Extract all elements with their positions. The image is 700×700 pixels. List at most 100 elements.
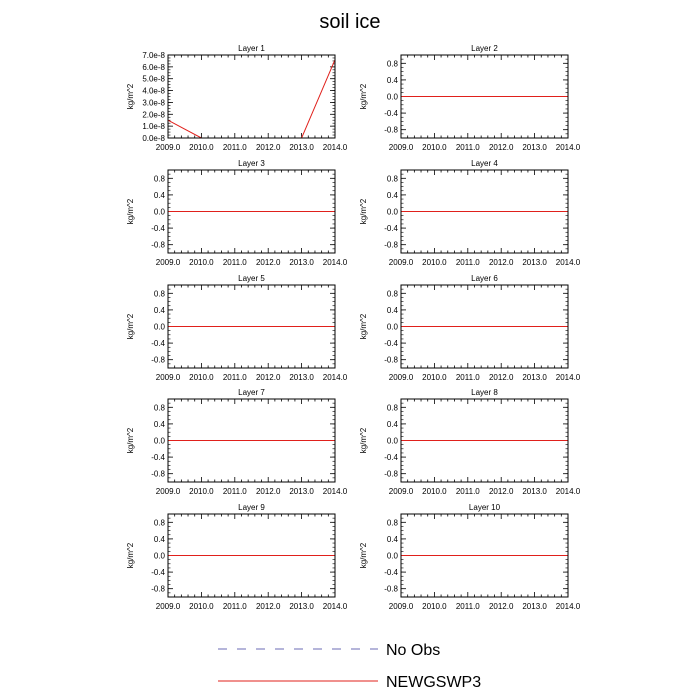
y-tick-label: 0.8 (387, 518, 399, 527)
plot-frame (400, 169, 569, 254)
x-tick-label: 2009.0 (389, 143, 414, 152)
y-tick-label: 0.8 (154, 403, 166, 412)
panel-title: Layer 7 (238, 388, 265, 397)
panel-layer-6: Layer 6 kg/m^2 2009.0 2010.0 2011.0 2012.0 201… (359, 274, 581, 382)
y-tick-label: -0.4 (384, 453, 398, 462)
x-tick-label: 2014.0 (323, 143, 348, 152)
y-tick-label: 6.0e-8 (142, 63, 165, 72)
y-tick-label: 0.8 (387, 289, 399, 298)
y-tick-label: -0.4 (384, 339, 398, 348)
x-tick-label: 2010.0 (189, 487, 214, 496)
y-tick-label: 0.4 (154, 306, 166, 315)
y-tick-label: 0.0 (387, 323, 399, 332)
x-tick-label: 2012.0 (489, 258, 514, 267)
y-tick-label: 0.0 (387, 93, 399, 102)
legend-label: NEWGSWP3 (386, 674, 481, 691)
legend: No Obs NEWGSWP3 (218, 642, 481, 691)
x-tick-label: 2014.0 (323, 373, 348, 382)
y-tick-label: -0.8 (384, 241, 398, 250)
y-tick-label: -0.8 (151, 241, 165, 250)
x-tick-label: 2012.0 (256, 487, 281, 496)
y-tick-label: -0.4 (151, 224, 165, 233)
y-axis-label: kg/m^2 (359, 542, 368, 568)
y-tick-label: 2.0e-8 (142, 110, 165, 119)
x-tick-label: 2009.0 (389, 373, 414, 382)
y-tick-label: 0.0 (387, 208, 399, 217)
x-tick-label: 2012.0 (489, 373, 514, 382)
x-tick-label: 2009.0 (156, 373, 181, 382)
y-tick-label: -0.8 (151, 356, 165, 365)
panel-title: Layer 2 (471, 44, 498, 53)
x-tick-label: 2014.0 (556, 602, 581, 611)
y-tick-label: 0.0 (387, 437, 399, 446)
x-tick-label: 2011.0 (223, 143, 247, 152)
x-tick-label: 2014.0 (323, 602, 348, 611)
x-tick-label: 2009.0 (156, 143, 181, 152)
y-axis-label: kg/m^2 (126, 83, 135, 109)
y-tick-label: 0.0 (154, 208, 166, 217)
x-tick-label: 2014.0 (556, 258, 581, 267)
y-tick-label: 5.0e-8 (142, 75, 165, 84)
x-tick-label: 2012.0 (256, 143, 281, 152)
y-tick-label: 4.0e-8 (142, 87, 165, 96)
y-tick-label: -0.4 (384, 224, 398, 233)
y-tick-label: -0.4 (384, 109, 398, 118)
plot-frame (167, 513, 336, 598)
plot-frame (400, 513, 569, 598)
panels-group: Layer 1 kg/m^2 2009.0 2010.0 2011.0 2012.0 201… (126, 44, 581, 611)
x-tick-label: 2012.0 (256, 602, 281, 611)
panel-title: Layer 10 (469, 503, 501, 512)
x-tick-label: 2014.0 (323, 487, 348, 496)
x-tick-label: 2013.0 (522, 602, 547, 611)
x-tick-label: 2010.0 (422, 373, 447, 382)
y-axis-label: kg/m^2 (359, 198, 368, 224)
y-tick-label: 0.4 (154, 191, 166, 200)
panel-title: Layer 5 (238, 274, 265, 283)
panel-title: Layer 4 (471, 159, 498, 168)
x-tick-label: 2009.0 (156, 258, 181, 267)
x-tick-label: 2013.0 (522, 143, 547, 152)
y-axis-label: kg/m^2 (126, 313, 135, 339)
y-axis-label: kg/m^2 (359, 313, 368, 339)
plot-frame (400, 398, 569, 483)
figure-title: soil ice (319, 11, 380, 33)
x-tick-label: 2011.0 (456, 487, 480, 496)
x-tick-label: 2013.0 (289, 143, 314, 152)
x-tick-label: 2010.0 (422, 143, 447, 152)
y-axis-label: kg/m^2 (359, 83, 368, 109)
x-tick-label: 2011.0 (456, 258, 480, 267)
x-tick-label: 2009.0 (389, 258, 414, 267)
panel-layer-9: Layer 9 kg/m^2 2009.0 2010.0 2011.0 2012.0 201… (126, 503, 348, 611)
y-tick-label: 0.0 (154, 552, 166, 561)
panel-layer-4: Layer 4 kg/m^2 2009.0 2010.0 2011.0 2012.0 201… (359, 159, 581, 267)
panel-title: Layer 8 (471, 388, 498, 397)
x-tick-label: 2013.0 (289, 373, 314, 382)
plot-frame (400, 54, 569, 139)
y-tick-label: 0.4 (387, 76, 399, 85)
plot-frame (167, 284, 336, 369)
panel-layer-7: Layer 7 kg/m^2 2009.0 2010.0 2011.0 2012.0 201… (126, 388, 348, 496)
y-tick-label: -0.8 (384, 356, 398, 365)
x-tick-label: 2009.0 (389, 602, 414, 611)
y-tick-label: -0.8 (384, 126, 398, 135)
panel-title: Layer 1 (238, 44, 265, 53)
panel-layer-5: Layer 5 kg/m^2 2009.0 2010.0 2011.0 2012.0 201… (126, 274, 348, 382)
panel-layer-8: Layer 8 kg/m^2 2009.0 2010.0 2011.0 2012.0 201… (359, 388, 581, 496)
y-tick-label: 0.8 (154, 174, 166, 183)
x-tick-label: 2014.0 (556, 143, 581, 152)
plot-frame (167, 169, 336, 254)
panel-layer-2: Layer 2 kg/m^2 2009.0 2010.0 2011.0 2012.0 201… (359, 44, 581, 152)
y-tick-label: 1.0e-8 (142, 122, 165, 131)
x-tick-label: 2010.0 (189, 258, 214, 267)
y-tick-label: 0.8 (387, 403, 399, 412)
panel-title: Layer 9 (238, 503, 265, 512)
y-tick-label: 0.0 (387, 552, 399, 561)
y-tick-label: 0.0 (154, 437, 166, 446)
y-tick-label: -0.4 (151, 568, 165, 577)
x-tick-label: 2014.0 (323, 258, 348, 267)
y-tick-label: 3.0e-8 (142, 98, 165, 107)
y-axis-label: kg/m^2 (359, 427, 368, 453)
x-tick-label: 2012.0 (256, 373, 281, 382)
